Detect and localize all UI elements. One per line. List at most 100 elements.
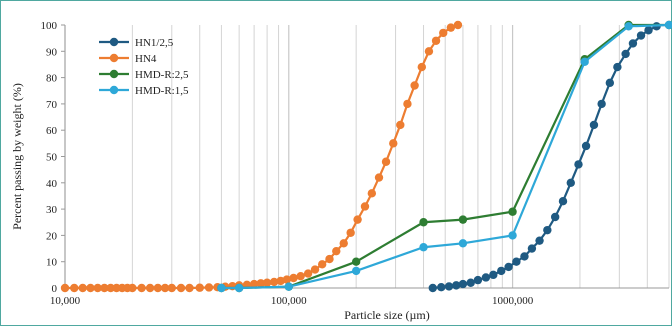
data-point (137, 283, 146, 293)
series-2 (60, 20, 463, 293)
data-point (473, 275, 483, 285)
data-point (439, 28, 448, 38)
data-point (317, 260, 327, 269)
data-point (403, 99, 412, 109)
data-point (60, 283, 70, 293)
data-point (504, 262, 513, 272)
legend-swatch-marker (109, 53, 119, 63)
data-point (444, 282, 454, 291)
data-point (217, 283, 226, 293)
legend-swatch-marker (109, 85, 119, 95)
data-point (296, 271, 305, 281)
legend-label: HMD-R:2,5 (135, 69, 189, 81)
legend-label: HMD-R:1,5 (135, 85, 189, 97)
series-line (65, 23, 459, 290)
series-4 (217, 20, 672, 293)
y-tick-label: 80 (46, 73, 58, 85)
data-point (581, 141, 591, 151)
data-point (325, 254, 334, 264)
data-point (419, 218, 428, 227)
data-point (339, 239, 348, 248)
legend-item: HN1/2,5 (99, 37, 174, 49)
data-point (597, 99, 606, 109)
data-point (466, 278, 475, 287)
data-point (624, 22, 633, 31)
y-tick-label: 100 (41, 20, 58, 32)
data-point (437, 283, 446, 292)
data-point (256, 279, 266, 288)
data-point (78, 283, 87, 293)
data-point (93, 283, 102, 293)
data-point (346, 228, 355, 237)
data-point (497, 266, 506, 276)
data-point (431, 36, 441, 45)
legend-swatch-marker (109, 37, 119, 47)
data-point (520, 252, 529, 261)
data-point (589, 120, 599, 130)
data-point (106, 283, 115, 293)
y-tick-label: 60 (46, 125, 58, 137)
data-point (644, 26, 653, 35)
data-point (374, 173, 384, 182)
data-point (204, 283, 214, 292)
legend-item: HMD-R:1,5 (99, 85, 189, 97)
data-point (195, 283, 204, 292)
data-point (249, 279, 259, 289)
y-tick-label: 40 (46, 178, 58, 190)
data-point (628, 39, 638, 48)
data-point (574, 160, 583, 169)
x-tick-label: 100,000 (271, 295, 307, 307)
data-point (367, 189, 377, 198)
data-point (234, 283, 244, 293)
data-point (176, 283, 186, 293)
data-point (508, 207, 517, 216)
data-point (417, 62, 427, 72)
data-point (145, 283, 155, 293)
data-point (360, 202, 370, 211)
legend-item: HMD-R:2,5 (99, 69, 189, 81)
data-point (452, 281, 461, 290)
series-1 (428, 22, 661, 293)
data-point (289, 273, 298, 283)
data-point (70, 283, 79, 293)
data-point (613, 62, 622, 72)
legend: HN1/2,5 HN4 HMD-R:2,5 HMD-R:1,5 (99, 37, 189, 97)
y-tick-label: 20 (46, 230, 58, 242)
data-point (160, 283, 170, 293)
data-point (636, 31, 646, 40)
x-tick-label: 1000,000 (492, 295, 534, 307)
y-tick-label: 0 (52, 283, 58, 295)
data-point (410, 81, 419, 90)
y-tick-label: 90 (46, 46, 58, 58)
data-point (351, 266, 361, 276)
data-point (453, 20, 463, 30)
data-point (262, 278, 272, 287)
data-point (310, 265, 320, 274)
series-line (221, 23, 670, 290)
data-point (351, 257, 361, 266)
y-tick-label: 10 (46, 257, 58, 269)
y-axis-title: Percent passing by weight (%) (10, 83, 24, 230)
x-axis-title: Particle size (µm) (344, 308, 430, 322)
data-point (381, 157, 391, 166)
data-point (664, 20, 672, 30)
data-point (428, 283, 437, 293)
data-point (458, 239, 468, 248)
data-point (621, 49, 630, 59)
legend-label: HN4 (135, 53, 157, 65)
data-point (284, 282, 293, 291)
data-point (332, 246, 341, 256)
data-point (167, 283, 176, 293)
data-point (419, 243, 428, 252)
data-point (543, 225, 552, 235)
y-tick-label: 30 (46, 204, 58, 216)
data-point (128, 283, 137, 293)
data-point (566, 178, 575, 187)
data-point (605, 78, 615, 88)
data-point (424, 47, 434, 56)
data-point (86, 283, 95, 293)
series-layer (60, 20, 672, 293)
data-point (269, 277, 279, 287)
